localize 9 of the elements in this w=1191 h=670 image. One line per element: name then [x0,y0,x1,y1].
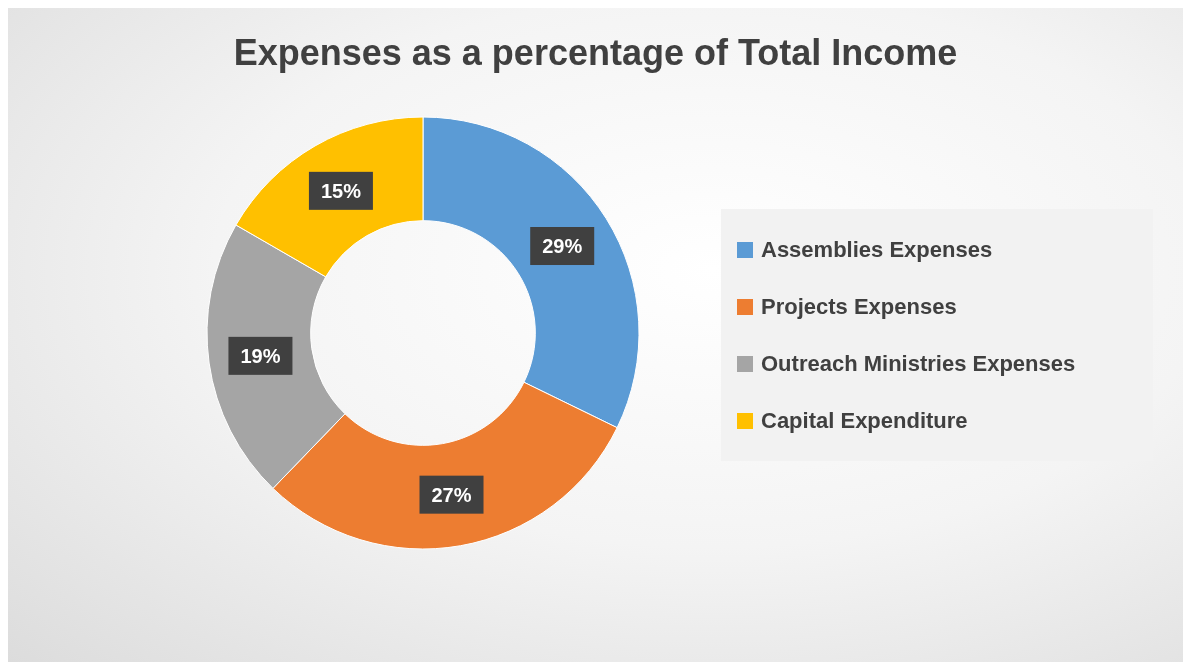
data-label: 29% [542,235,583,258]
data-label: 15% [320,179,362,202]
data-label: 27% [431,483,472,506]
legend-label: Assemblies Expenses [760,235,994,264]
chart-title: Expenses as a percentage of Total Income [232,32,959,74]
legend-label: Projects Expenses [760,292,958,321]
legend-label: Outreach Ministries Expenses [760,349,1077,378]
legend-label: Capital Expenditure [760,406,969,435]
data-label: 19% [240,344,281,367]
